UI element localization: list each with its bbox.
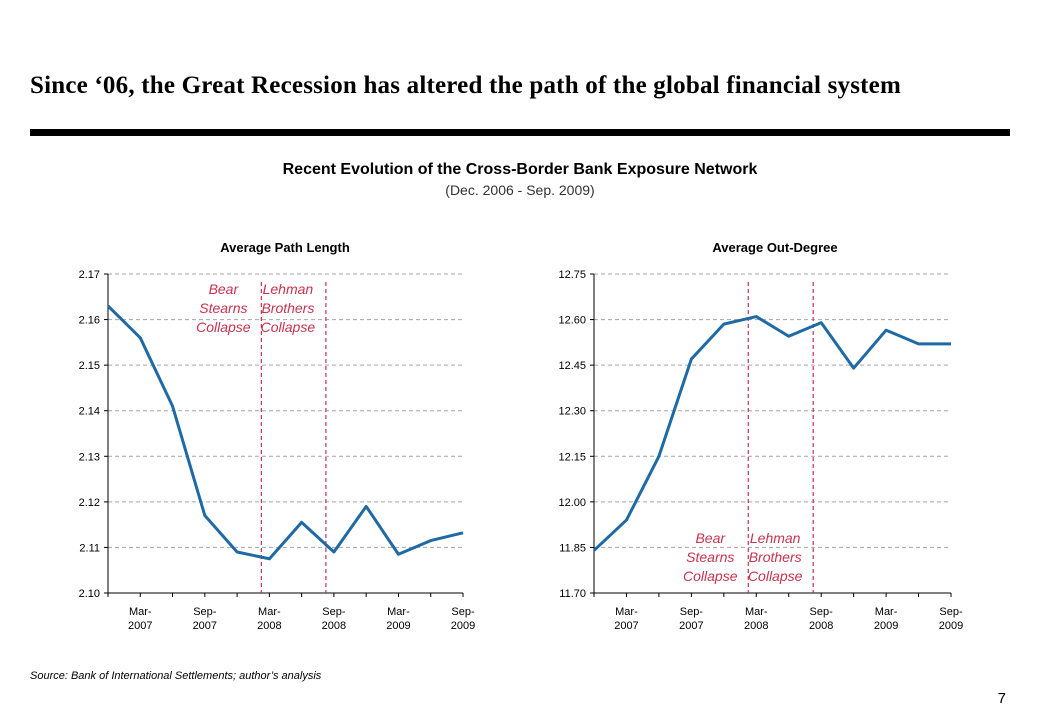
out-degree-ytick-label: 11.70 — [559, 588, 586, 600]
out-degree-ytick-label: 12.60 — [558, 315, 586, 327]
figure-heading: Recent Evolution of the Cross-Border Ban… — [282, 161, 758, 178]
path-length-ytick-label: 2.14 — [79, 406, 100, 418]
out-degree-event-label: Brothers — [749, 549, 802, 565]
path-length-ytick-label: 2.16 — [79, 315, 100, 327]
path-length-xtick-label: 2007 — [128, 620, 152, 632]
out-degree-xtick-label: 2009 — [874, 620, 898, 632]
path-length-ytick-label: 2.12 — [79, 497, 100, 509]
path-length-ytick-label: 2.15 — [79, 360, 100, 372]
path-length-event-label: Stearns — [199, 300, 247, 316]
out-degree-series-line — [592, 315, 951, 552]
out-degree-xtick-label: Sep- — [680, 606, 704, 618]
out-degree-event-label: Collapse — [748, 568, 803, 584]
out-degree-ytick-label: 12.00 — [558, 497, 586, 509]
path-length-ytick-label: 2.11 — [79, 542, 100, 554]
out-degree-xtick-label: 2008 — [744, 620, 768, 632]
out-degree-event-label: Stearns — [686, 549, 734, 565]
figure-subheading: (Dec. 2006 - Sep. 2009) — [445, 182, 595, 198]
path-length-xtick-label: Sep- — [193, 606, 217, 618]
chart-title-path-length: Average Path Length — [220, 240, 350, 255]
out-degree-xtick-label: 2008 — [809, 620, 833, 632]
path-length-xtick-label: 2009 — [386, 620, 410, 632]
out-degree-xtick-label: 2009 — [939, 620, 963, 632]
path-length-xtick-label: Mar- — [387, 606, 410, 618]
path-length-ytick-label: 2.17 — [79, 269, 100, 281]
out-degree-event-label: Bear — [695, 530, 726, 546]
out-degree-event-label: Collapse — [683, 568, 738, 584]
path-length-xtick-label: 2007 — [193, 620, 217, 632]
out-degree-ytick-label: 12.45 — [558, 360, 586, 372]
path-length-xtick-label: Mar- — [258, 606, 281, 618]
chart-title-out-degree: Average Out-Degree — [712, 240, 838, 255]
path-length-event-label: Bear — [209, 281, 240, 297]
out-degree-xtick-label: Mar- — [875, 606, 898, 618]
out-degree-ytick-label: 12.15 — [558, 451, 586, 463]
path-length-series-line — [106, 304, 464, 561]
out-degree-ytick-label: 12.75 — [558, 269, 586, 281]
out-degree-xtick-label: 2007 — [679, 620, 703, 632]
out-degree-ytick-label: 12.30 — [558, 406, 586, 418]
path-length-xtick-label: 2009 — [451, 620, 475, 632]
path-length-event-label: Collapse — [196, 319, 251, 335]
path-length-ytick-label: 2.10 — [79, 588, 100, 600]
slide-title: Since ‘06, the Great Recession has alter… — [30, 72, 901, 99]
out-degree-xtick-label: Mar- — [615, 606, 638, 618]
path-length-xtick-label: Sep- — [322, 606, 346, 618]
out-degree-xtick-label: Sep- — [939, 606, 963, 618]
source-note: Source: Bank of International Settlement… — [30, 670, 322, 682]
title-rule — [30, 129, 1010, 136]
path-length-xtick-label: 2008 — [257, 620, 281, 632]
out-degree-event-label: Lehman — [750, 530, 801, 546]
out-degree-xtick-label: 2007 — [614, 620, 638, 632]
path-length-event-label: Lehman — [263, 281, 314, 297]
path-length-xtick-label: 2008 — [322, 620, 346, 632]
out-degree-ytick-label: 11.85 — [559, 542, 586, 554]
out-degree-xtick-label: Mar- — [745, 606, 768, 618]
path-length-xtick-label: Mar- — [129, 606, 152, 618]
path-length-ytick-label: 2.13 — [79, 451, 100, 463]
path-length-event-label: Collapse — [261, 319, 316, 335]
out-degree-xtick-label: Sep- — [810, 606, 834, 618]
path-length-event-label: Brothers — [261, 300, 314, 316]
page-number: 7 — [997, 690, 1006, 707]
path-length-xtick-label: Sep- — [451, 606, 475, 618]
